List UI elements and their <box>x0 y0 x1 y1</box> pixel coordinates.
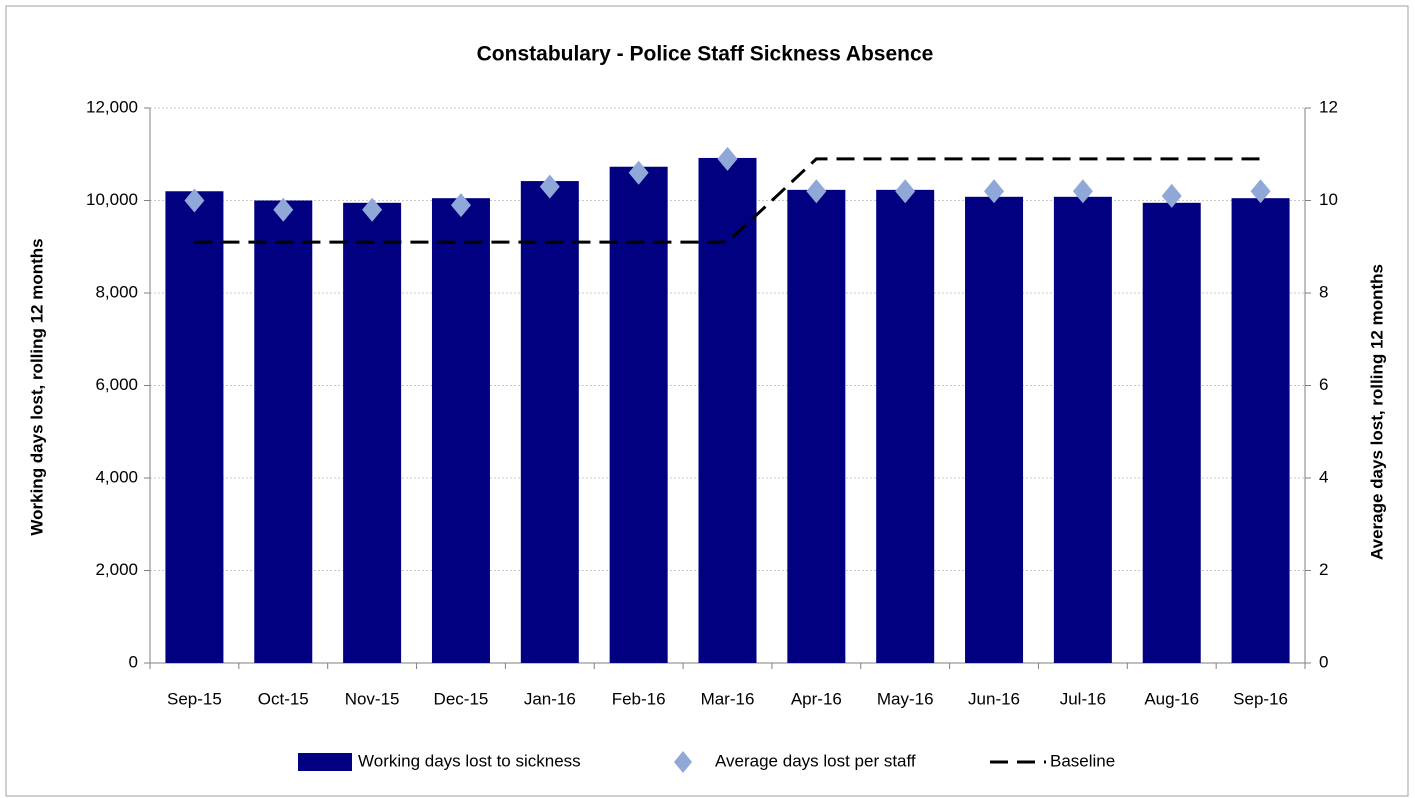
x-tick-label: Aug-16 <box>1144 689 1199 708</box>
x-tick-label: Sep-15 <box>167 689 222 708</box>
chart-title: Constabulary - Police Staff Sickness Abs… <box>477 43 934 66</box>
legend-label: Baseline <box>1050 751 1115 770</box>
x-tick-label: Mar-16 <box>701 689 755 708</box>
bar <box>965 196 1024 664</box>
y2-tick-label: 6 <box>1319 375 1328 394</box>
y2-tick-label: 0 <box>1319 652 1328 671</box>
line <box>194 157 1261 244</box>
y-tick-label: 12,000 <box>86 97 138 116</box>
x-tick-label: Dec-15 <box>434 689 489 708</box>
y-tick-label: 2,000 <box>95 560 138 579</box>
marker <box>362 197 383 222</box>
marker <box>895 179 916 204</box>
bar <box>609 166 668 664</box>
x-tick-label: Jun-16 <box>968 689 1020 708</box>
marker <box>273 197 294 222</box>
x-tick-label: Oct-15 <box>258 689 309 708</box>
y2-tick-label: 4 <box>1319 467 1328 486</box>
bar <box>343 202 402 663</box>
x-tick-label: Feb-16 <box>612 689 666 708</box>
y2-axis-title: Average days lost, rolling 12 months <box>1367 264 1386 560</box>
y2-tick-label: 8 <box>1319 282 1328 301</box>
marker <box>806 179 827 204</box>
y-tick-label: 0 <box>129 652 138 671</box>
legend-swatch <box>674 751 692 773</box>
marker <box>1161 183 1182 208</box>
bar <box>698 157 757 663</box>
y-tick-label: 10,000 <box>86 190 138 209</box>
y-tick-label: 8,000 <box>95 282 138 301</box>
y-tick-label: 4,000 <box>95 467 138 486</box>
legend-label: Average days lost per staff <box>715 751 916 770</box>
bar <box>165 191 224 663</box>
y2-tick-label: 12 <box>1319 97 1338 116</box>
marker <box>184 188 205 213</box>
y2-tick-label: 10 <box>1319 190 1338 209</box>
bar <box>876 189 935 664</box>
x-tick-label: May-16 <box>877 689 934 708</box>
bar <box>254 200 313 663</box>
marker <box>1072 179 1093 204</box>
bar <box>1231 198 1290 663</box>
marker <box>1250 179 1271 204</box>
bar <box>1053 196 1112 664</box>
marker <box>539 174 560 199</box>
bar <box>787 189 846 664</box>
marker <box>450 193 471 218</box>
marker <box>984 179 1005 204</box>
y-tick-label: 6,000 <box>95 375 138 394</box>
x-tick-label: Apr-16 <box>791 689 842 708</box>
x-tick-label: Nov-15 <box>345 689 400 708</box>
marker <box>717 146 738 171</box>
x-tick-label: Jul-16 <box>1060 689 1106 708</box>
bar <box>431 198 490 663</box>
y-axis-title: Working days lost, rolling 12 months <box>27 238 46 535</box>
bar <box>520 181 579 663</box>
bar <box>1142 202 1201 663</box>
x-tick-label: Jan-16 <box>524 689 576 708</box>
legend-label: Working days lost to sickness <box>358 751 581 770</box>
legend-swatch <box>298 753 352 771</box>
x-tick-label: Sep-16 <box>1233 689 1288 708</box>
y2-tick-label: 2 <box>1319 560 1328 579</box>
marker <box>628 160 649 185</box>
